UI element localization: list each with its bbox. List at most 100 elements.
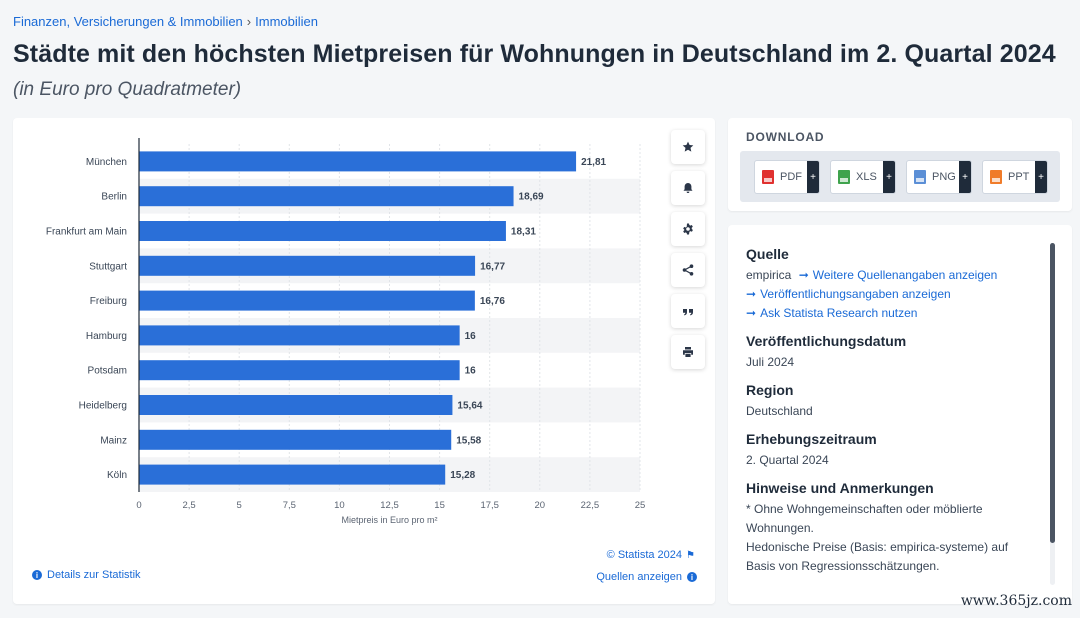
plus-icon: + xyxy=(807,161,819,193)
value-label: 16,76 xyxy=(480,296,505,307)
value-label: 15,28 xyxy=(450,470,475,481)
category-label: Stuttgart xyxy=(89,261,127,272)
bar xyxy=(139,290,475,311)
value-label: 16 xyxy=(465,331,477,342)
notes-heading: Hinweise und Anmerkungen xyxy=(746,480,934,496)
chart-card: München 21,81 Berlin 18,69 Frankfurt am Main… xyxy=(13,118,715,604)
info-content: Quelle empirica ➞ Weitere Quellenangaben … xyxy=(746,246,1036,586)
scrollbar-track[interactable] xyxy=(1050,243,1055,585)
value-label: 15,58 xyxy=(456,435,481,446)
arrow-right-icon: ➞ xyxy=(746,306,757,320)
statista-credit[interactable]: © Statista 2024 ⚑ xyxy=(607,549,695,561)
value-label: 16,77 xyxy=(480,261,505,272)
x-tick-label: 0 xyxy=(136,500,141,511)
value-label: 18,31 xyxy=(511,227,536,238)
region-heading: Region xyxy=(746,382,794,398)
download-png-label: PNG xyxy=(932,171,956,183)
print-icon xyxy=(683,347,693,357)
download-xls-label: XLS xyxy=(856,171,877,183)
bar xyxy=(139,360,460,381)
more-sources-link[interactable]: Weitere Quellenangaben anzeigen xyxy=(812,268,998,282)
x-tick-label: 17,5 xyxy=(480,500,499,511)
details-link[interactable]: i Details zur Statistik xyxy=(32,569,141,581)
download-bar: PDF + XLS + PNG + PPT + xyxy=(740,151,1060,202)
watermark: www.365jz.com xyxy=(960,593,1072,609)
bar xyxy=(139,429,452,450)
plus-icon: + xyxy=(959,161,971,193)
arrow-right-icon: ➞ xyxy=(746,287,757,301)
x-tick-label: 12,5 xyxy=(380,500,399,511)
info-icon: i xyxy=(32,570,42,580)
flag-icon: ⚑ xyxy=(686,549,695,561)
breadcrumb-item-finance[interactable]: Finanzen, Versicherungen & Immobilien xyxy=(13,14,243,29)
category-label: Mainz xyxy=(100,435,127,446)
breadcrumb: Finanzen, Versicherungen & Immobilien › Im… xyxy=(13,14,318,29)
pubdate-heading: Veröffentlichungsdatum xyxy=(746,333,907,349)
x-tick-label: 5 xyxy=(237,500,242,511)
share-button[interactable] xyxy=(671,253,705,287)
category-label: Freiburg xyxy=(90,296,127,307)
bar xyxy=(139,151,577,172)
region-value: Deutschland xyxy=(746,404,813,418)
bar xyxy=(139,464,446,485)
category-label: Frankfurt am Main xyxy=(46,227,127,238)
notes-section: Hinweise und Anmerkungen * Ohne Wohngeme… xyxy=(746,480,1036,576)
share-icon xyxy=(682,264,694,276)
info-icon: i xyxy=(687,572,697,582)
sources-link-label: Quellen anzeigen xyxy=(596,571,682,583)
bell-icon xyxy=(683,183,693,193)
download-png-button[interactable]: PNG + xyxy=(906,160,972,194)
category-label: Berlin xyxy=(101,192,127,203)
scrollbar-thumb[interactable] xyxy=(1050,243,1055,543)
download-ppt-button[interactable]: PPT + xyxy=(982,160,1048,194)
breadcrumb-item-realestate[interactable]: Immobilien xyxy=(255,14,318,29)
notification-button[interactable] xyxy=(671,171,705,205)
category-label: Hamburg xyxy=(86,331,127,342)
bar xyxy=(139,221,506,241)
plus-icon: + xyxy=(883,161,895,193)
x-axis-label: Mietpreis in Euro pro m² xyxy=(341,515,437,525)
cite-button[interactable] xyxy=(671,294,705,328)
bar xyxy=(139,255,476,276)
value-label: 16 xyxy=(465,366,477,377)
png-file-icon xyxy=(914,170,926,184)
period-heading: Erhebungszeitraum xyxy=(746,431,877,447)
download-pdf-label: PDF xyxy=(780,171,802,183)
source-section: Quelle empirica ➞ Weitere Quellenangaben … xyxy=(746,246,1036,323)
pdf-file-icon xyxy=(762,170,774,184)
details-link-label: Details zur Statistik xyxy=(47,569,141,581)
category-label: Potsdam xyxy=(88,366,127,377)
value-label: 15,64 xyxy=(457,401,482,412)
download-xls-button[interactable]: XLS + xyxy=(830,160,896,194)
print-button[interactable] xyxy=(671,335,705,369)
bar xyxy=(139,186,514,207)
plus-icon: + xyxy=(1035,161,1047,193)
x-tick-label: 20 xyxy=(535,500,546,511)
gear-icon xyxy=(683,223,693,235)
region-section: Region Deutschland xyxy=(746,382,1036,421)
settings-button[interactable] xyxy=(671,212,705,246)
download-pdf-button[interactable]: PDF + xyxy=(754,160,820,194)
x-tick-label: 22,5 xyxy=(581,500,600,511)
bar-chart: München 21,81 Berlin 18,69 Frankfurt am Main… xyxy=(46,138,645,525)
download-ppt-label: PPT xyxy=(1008,171,1030,183)
favorite-button[interactable] xyxy=(671,130,705,164)
value-label: 21,81 xyxy=(581,157,606,168)
xls-file-icon xyxy=(838,170,850,184)
sources-link[interactable]: Quellen anzeigen i xyxy=(596,571,697,583)
period-section: Erhebungszeitraum 2. Quartal 2024 xyxy=(746,431,1036,470)
info-card: Quelle empirica ➞ Weitere Quellenangaben … xyxy=(728,225,1072,604)
download-heading: DOWNLOAD xyxy=(746,130,825,144)
breadcrumb-separator: › xyxy=(246,14,252,29)
x-tick-label: 10 xyxy=(334,500,345,511)
x-tick-label: 2,5 xyxy=(182,500,195,511)
arrow-right-icon: ➞ xyxy=(798,268,809,282)
note-text: * Ohne Wohngemeinschaften oder möblierte… xyxy=(746,502,983,535)
bar xyxy=(139,325,460,346)
page-subtitle: (in Euro pro Quadratmeter) xyxy=(13,79,242,100)
ask-research-link[interactable]: Ask Statista Research nutzen xyxy=(760,306,918,320)
value-label: 18,69 xyxy=(519,192,544,203)
publication-details-link[interactable]: Veröffentlichungsangaben anzeigen xyxy=(760,287,951,301)
x-tick-label: 15 xyxy=(434,500,445,511)
credit-text: © Statista 2024 xyxy=(606,549,683,561)
